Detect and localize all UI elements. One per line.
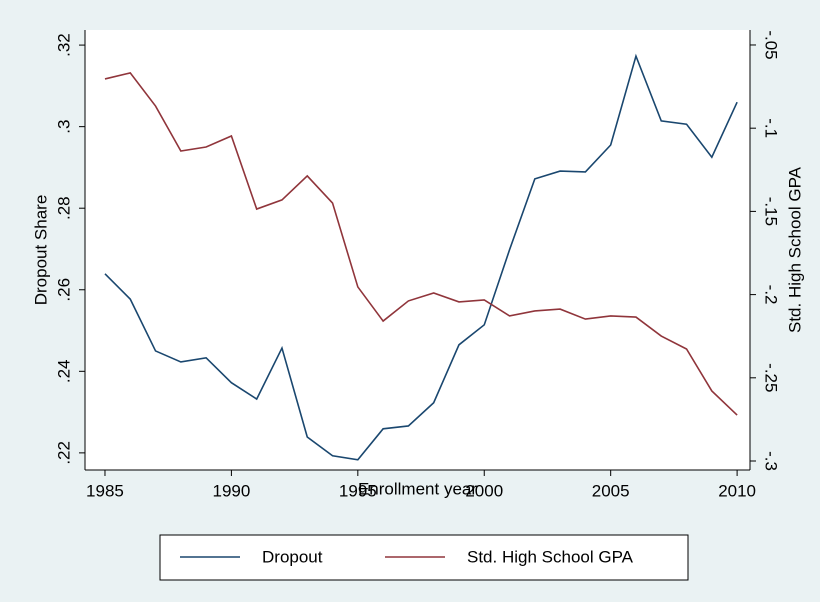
y-tick-label: .28 [54,196,73,220]
y-tick-label: .32 [54,33,73,57]
y2-tick-label: -.25 [762,363,781,392]
x-tick-label: 2005 [592,481,630,500]
x-tick-label: 1995 [339,481,377,500]
y-tick-label: .3 [54,120,73,134]
x-tick-label: 2010 [718,481,756,500]
y-tick-label: .24 [54,359,73,383]
x-axis-title: Enrollment year [358,479,477,498]
y2-tick-label: -.2 [762,285,781,305]
y-tick-label: .26 [54,278,73,302]
y2-tick-label: -.15 [762,197,781,226]
x-tick-label: 1985 [86,481,124,500]
y-axis-title: Dropout Share [31,195,50,306]
legend-label: Std. High School GPA [467,547,634,566]
y2-tick-label: -.3 [762,451,781,471]
x-tick-label: 2000 [465,481,503,500]
plot-area [85,30,750,470]
y2-tick-label: -.05 [762,30,781,59]
y2-axis-title: Std. High School GPA [785,166,804,333]
y-tick-label: .22 [54,441,73,465]
x-tick-label: 1990 [212,481,250,500]
data-line [104,72,738,416]
data-line [104,53,738,461]
legend-label: Dropout [262,547,323,566]
y2-tick-label: -.1 [762,118,781,138]
